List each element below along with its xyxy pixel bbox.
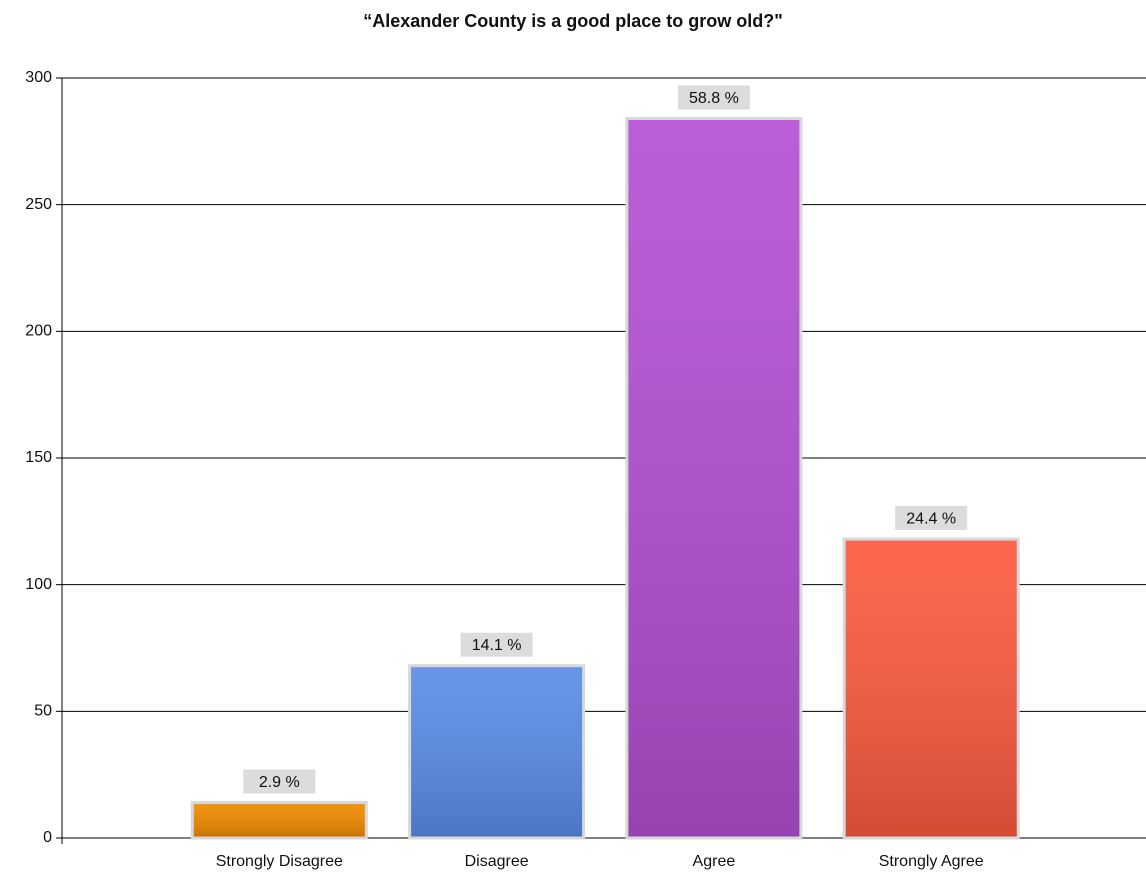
x-tick-label: Strongly Disagree [216,853,343,870]
chart-title: “Alexander County is a good place to gro… [363,11,783,31]
data-label-bg [460,632,533,657]
bar-shade [845,540,1017,837]
y-tick-label: 50 [34,703,52,720]
bar-shade [628,120,800,837]
data-label: 2.9 % [259,774,300,791]
y-tick-label: 150 [25,449,52,466]
x-tick-label: Disagree [465,853,529,870]
x-tick-label: Agree [693,853,736,870]
data-label: 14.1 % [472,637,522,654]
data-label-bg [895,506,968,531]
y-tick-label: 300 [25,69,52,86]
bar-shade [411,667,583,837]
y-tick-label: 250 [25,196,52,213]
y-tick-label: 0 [43,829,52,846]
bar-shade [193,804,365,837]
y-tick-label: 100 [25,576,52,593]
data-label-bg [243,769,316,794]
y-tick-label: 200 [25,323,52,340]
data-label: 58.8 % [689,90,739,107]
x-tick-label: Strongly Agree [879,853,984,870]
data-label: 24.4 % [906,510,956,527]
data-label-bg [677,85,750,110]
